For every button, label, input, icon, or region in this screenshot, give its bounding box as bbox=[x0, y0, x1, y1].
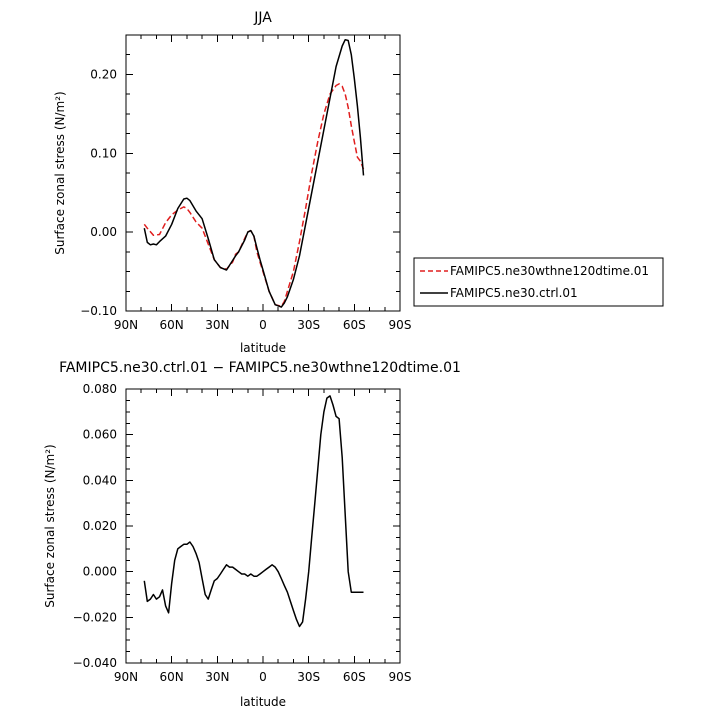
top-ytick-label: −0.10 bbox=[80, 304, 117, 318]
bottom-series-line-0 bbox=[143, 395, 364, 628]
top-panel: JJA 90N 60N 30N 0 30S 60S 90S −0.10 0.00 0.10 0.20… bbox=[53, 10, 664, 355]
bottom-panel-series bbox=[143, 395, 364, 628]
legend-box bbox=[413, 257, 664, 307]
bottom-ytick-label: 0.000 bbox=[83, 565, 117, 579]
bottom-xtick-label: 60S bbox=[343, 670, 366, 684]
top-panel-series bbox=[143, 38, 365, 308]
bottom-ytick-label: 0.040 bbox=[83, 473, 117, 487]
bottom-ytick-label: 0.020 bbox=[83, 519, 117, 533]
top-ytick-label: 0.10 bbox=[90, 146, 117, 160]
bottom-panel-title: FAMIPC5.ne30.ctrl.01 − FAMIPC5.ne30wthne… bbox=[59, 360, 461, 376]
top-xtick-label: 90N bbox=[114, 318, 138, 332]
bottom-ytick-label: −0.020 bbox=[73, 610, 117, 624]
legend-label-ne30-ctrl: FAMIPC5.ne30.ctrl.01 bbox=[450, 286, 578, 300]
bottom-panel-ylabel: Surface zonal stress (N/m²) bbox=[43, 444, 57, 608]
bottom-panel: FAMIPC5.ne30.ctrl.01 − FAMIPC5.ne30wthne… bbox=[43, 360, 461, 709]
bottom-xtick-label: 0 bbox=[259, 670, 267, 684]
bottom-panel-xlabel: latitude bbox=[240, 695, 286, 709]
bottom-xtick-label: 30N bbox=[205, 670, 229, 684]
bottom-xtick-label: 30S bbox=[297, 670, 320, 684]
top-xtick-label: 60N bbox=[160, 318, 184, 332]
top-ytick-label: 0.20 bbox=[90, 67, 117, 81]
top-series-line-1 bbox=[143, 38, 365, 308]
bottom-ytick-label: 0.060 bbox=[83, 428, 117, 442]
legend: FAMIPC5.ne30wthne120dtime.01 FAMIPC5.ne3… bbox=[413, 257, 664, 307]
top-panel-xlabel: latitude bbox=[240, 341, 286, 355]
top-series-line-0 bbox=[143, 83, 365, 308]
bottom-panel-ticks: 90N 60N 30N 0 30S 60S 90S −0.040 −0.020 0.000 0.02… bbox=[73, 382, 412, 684]
top-panel-ylabel: Surface zonal stress (N/m²) bbox=[53, 91, 67, 255]
bottom-ytick-label: 0.080 bbox=[83, 382, 117, 396]
top-ytick-label: 0.00 bbox=[90, 225, 117, 239]
top-xtick-label: 0 bbox=[259, 318, 267, 332]
bottom-xtick-label: 90N bbox=[114, 670, 138, 684]
legend-label-ne30wthne120dtime: FAMIPC5.ne30wthne120dtime.01 bbox=[450, 264, 649, 278]
bottom-panel-frame bbox=[125, 388, 401, 664]
bottom-xtick-label: 60N bbox=[160, 670, 184, 684]
top-xtick-label: 30N bbox=[205, 318, 229, 332]
top-xtick-label: 90S bbox=[389, 318, 412, 332]
bottom-xtick-label: 90S bbox=[389, 670, 412, 684]
top-xtick-label: 30S bbox=[297, 318, 320, 332]
bottom-ytick-label: −0.040 bbox=[73, 656, 117, 670]
top-xtick-label: 60S bbox=[343, 318, 366, 332]
top-panel-title: JJA bbox=[253, 10, 272, 26]
top-panel-ticks: 90N 60N 30N 0 30S 60S 90S −0.10 0.00 0.10 0.20 bbox=[80, 34, 412, 332]
